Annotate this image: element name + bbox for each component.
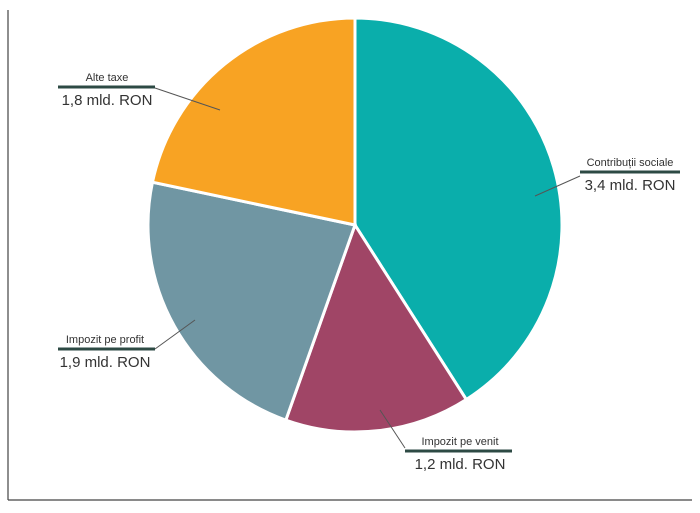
pie-slice xyxy=(146,180,357,423)
slice-value-label: 1,9 mld. RON xyxy=(60,354,151,371)
leader-line xyxy=(534,175,581,197)
slice-name: Contribuții sociale xyxy=(587,157,674,169)
slice-value-label: 3,4 mld. RON xyxy=(585,177,676,194)
slice-value-label: 1,8 mld. RON xyxy=(62,92,153,109)
leader-line xyxy=(154,319,196,350)
leader-line xyxy=(379,409,406,449)
slice-name: Impozit pe profit xyxy=(66,334,144,346)
leader-line xyxy=(154,87,221,111)
pie-slice xyxy=(283,221,469,434)
slice-name: Impozit pe venit xyxy=(421,436,498,448)
slice-name: Alte taxe xyxy=(86,72,129,84)
pie-slice xyxy=(150,16,357,227)
slice-value-label: 1,2 mld. RON xyxy=(415,456,506,473)
